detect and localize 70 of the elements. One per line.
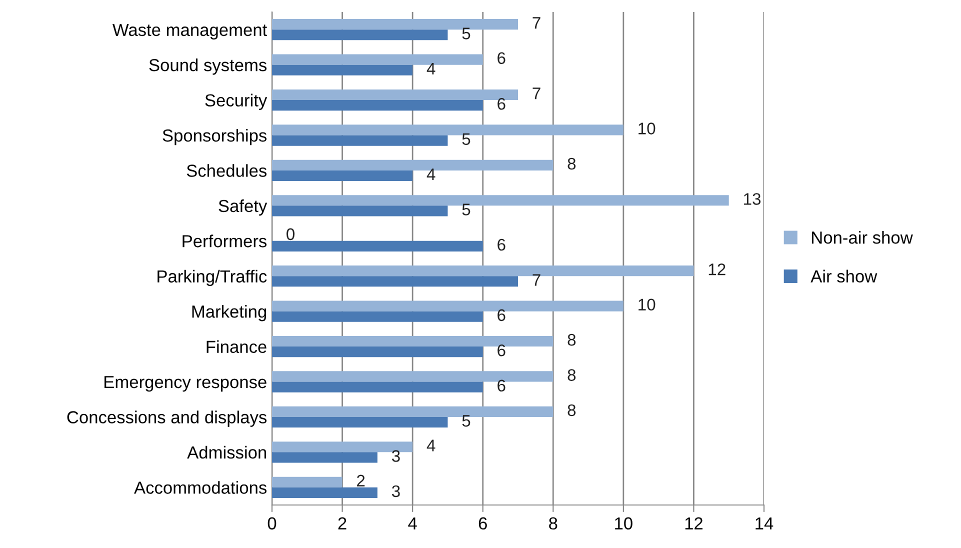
data-label: 5: [462, 133, 470, 146]
bar: [272, 160, 554, 170]
bar: [272, 476, 342, 488]
y-tick-label: Schedules: [186, 164, 267, 177]
bar: [272, 311, 483, 322]
data-label: 4: [426, 440, 436, 452]
bar: [272, 170, 413, 182]
x-tick-label: 4: [408, 517, 417, 530]
data-label: 10: [638, 122, 656, 134]
data-label: 6: [498, 238, 506, 251]
x-tick-label: 6: [478, 517, 487, 530]
y-tick-label: Security: [205, 94, 268, 110]
x-tick-label: 2: [338, 517, 346, 530]
data-label: 6: [498, 98, 506, 110]
data-label: 12: [708, 263, 726, 276]
bar: [272, 64, 413, 76]
bar: [272, 416, 448, 428]
data-label: 8: [568, 334, 576, 346]
data-label: 7: [532, 274, 540, 286]
x-tick-label: 8: [549, 517, 558, 530]
x-tick-label: 0: [268, 517, 276, 530]
data-label: 0: [286, 228, 295, 240]
bar: [272, 240, 483, 252]
bar: [272, 276, 518, 287]
legend-label: Air show: [810, 270, 878, 283]
bar: [272, 30, 448, 40]
data-label: 5: [462, 204, 470, 216]
y-tick-label: Emergency response: [104, 376, 266, 392]
x-tick-label: 14: [756, 517, 774, 530]
bar: [272, 452, 378, 463]
bar: [272, 135, 448, 146]
bar: [272, 346, 483, 358]
data-label: 5: [462, 28, 470, 40]
data-label: 13: [744, 193, 761, 205]
y-tick-label: Sponsorships: [162, 128, 267, 146]
y-tick-label: Safety: [218, 199, 268, 216]
data-label: 4: [426, 168, 436, 180]
bar: [272, 54, 483, 65]
y-tick-label: Accommodations: [134, 481, 267, 494]
y-tick-label: Admission: [187, 446, 266, 459]
x-tick-label: 10: [615, 517, 632, 530]
data-label: 6: [498, 380, 506, 392]
data-label: 6: [498, 344, 506, 356]
data-label: 8: [568, 158, 576, 170]
legend-label: Non-air show: [812, 231, 913, 244]
bar: [272, 406, 554, 417]
y-tick-label: Finance: [206, 340, 266, 353]
data-label: 7: [532, 17, 540, 29]
y-tick-label: Waste management: [112, 24, 268, 40]
data-label: 10: [638, 298, 656, 311]
bar: [272, 487, 378, 498]
data-label: 2: [357, 474, 365, 486]
y-tick-label: Sound systems: [149, 58, 267, 75]
bar: [272, 206, 448, 216]
data-label: 3: [392, 485, 400, 498]
data-label: 4: [426, 62, 436, 74]
data-label: 8: [568, 404, 576, 416]
data-label: 7: [532, 88, 540, 100]
x-tick-label: 12: [685, 517, 702, 530]
data-label: 6: [498, 52, 506, 64]
data-label: 8: [568, 369, 576, 381]
y-tick-label: Performers: [182, 234, 267, 248]
data-label: 5: [462, 415, 470, 427]
data-label: 6: [498, 309, 506, 322]
bar: [272, 100, 483, 111]
y-tick-label: Marketing: [192, 305, 266, 322]
data-label: 3: [392, 450, 400, 462]
y-tick-label: Concessions and displays: [67, 410, 267, 427]
bar: [272, 382, 483, 392]
y-tick-label: Parking/Traffic: [158, 270, 267, 286]
